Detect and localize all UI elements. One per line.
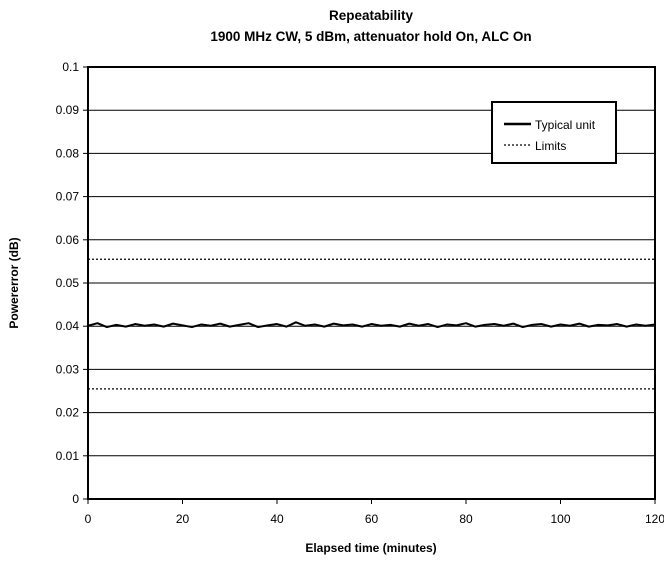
y-tick-label: 0 (72, 492, 79, 506)
y-tick-label: 0.09 (56, 103, 80, 117)
legend: Typical unit Limits (491, 101, 617, 164)
legend-label-limits: Limits (535, 139, 566, 153)
y-tick-label: 0.07 (56, 190, 80, 204)
y-axis-ticks: 0 0.01 0.02 0.03 0.04 0.05 0.06 0.07 0.08 0.09 0.1 (56, 60, 88, 506)
y-tick-label: 0.05 (56, 276, 80, 290)
x-tick-label: 20 (176, 512, 190, 526)
chart-subtitle: 1900 MHz CW, 5 dBm, attenuator hold On, … (210, 29, 531, 44)
x-tick-label: 100 (550, 512, 570, 526)
series-lines (87, 258, 656, 390)
y-tick-label: 0.08 (56, 146, 80, 160)
x-tick-label: 80 (459, 512, 473, 526)
x-tick-label: 0 (85, 512, 92, 526)
y-tick-label: 0.06 (56, 233, 80, 247)
x-tick-label: 40 (270, 512, 284, 526)
y-tick-label: 0.03 (56, 362, 80, 376)
legend-box (491, 101, 617, 164)
y-axis-label: Powererror (dB) (7, 237, 21, 328)
x-axis-label: Elapsed time (minutes) (305, 541, 436, 555)
y-tick-label: 0.04 (56, 319, 80, 333)
y-tick-label: 0.01 (56, 449, 80, 463)
y-tick-label: 0.02 (56, 406, 80, 420)
y-tick-label: 0.1 (62, 60, 79, 74)
x-axis-ticks: 0 20 40 60 80 100 120 (85, 499, 664, 526)
series-line-typical-unit (87, 321, 656, 329)
x-tick-label: 120 (645, 512, 664, 526)
legend-label-typical-unit: Typical unit (535, 118, 596, 132)
x-tick-label: 60 (365, 512, 379, 526)
chart-title: Repeatability (329, 8, 414, 23)
